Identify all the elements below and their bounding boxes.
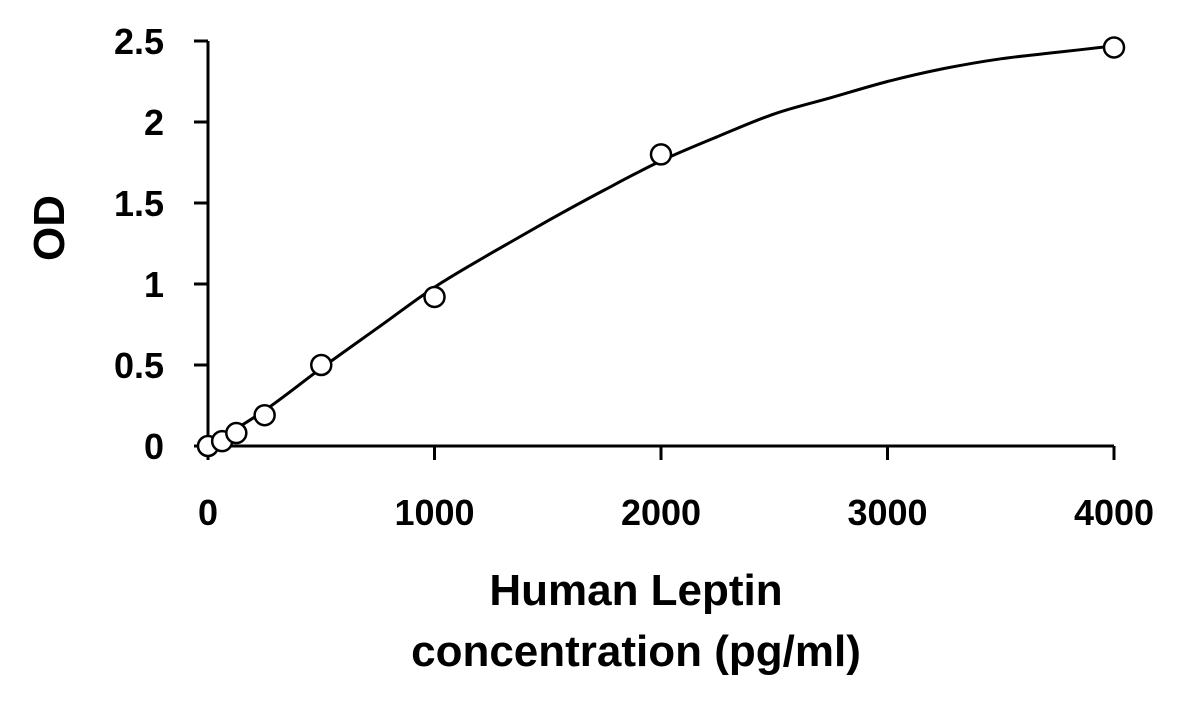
x-tick-label: 0: [198, 492, 218, 533]
y-tick-label: 1: [144, 264, 164, 305]
x-tick-label: 1000: [394, 492, 474, 533]
y-tick-label: 2.5: [114, 21, 164, 62]
x-axis-title-line-2: concentration (pg/ml): [411, 627, 861, 676]
x-tick-label: 2000: [621, 492, 701, 533]
y-tick-label: 0: [144, 426, 164, 467]
y-tick-label: 2: [144, 102, 164, 143]
data-point: [1102, 36, 1126, 59]
y-axis-title: OD: [25, 195, 74, 261]
data-point: [253, 403, 276, 427]
y-tick-label: 1.5: [114, 183, 164, 224]
y-tick-label: 0.5: [114, 345, 164, 386]
fit-curve-line: [207, 44, 1115, 448]
data-point: [225, 421, 248, 445]
x-tick-label: 4000: [1074, 492, 1154, 533]
data-point: [649, 143, 673, 166]
x-axis-title-line-1: Human Leptin: [489, 566, 782, 615]
data-point: [310, 353, 333, 377]
data-point: [423, 285, 446, 309]
plot-area: 0 0.5 1 1.5 2 2.5 0 1000 2000 3000 4000: [114, 21, 1154, 533]
x-tick-label: 3000: [847, 492, 927, 533]
